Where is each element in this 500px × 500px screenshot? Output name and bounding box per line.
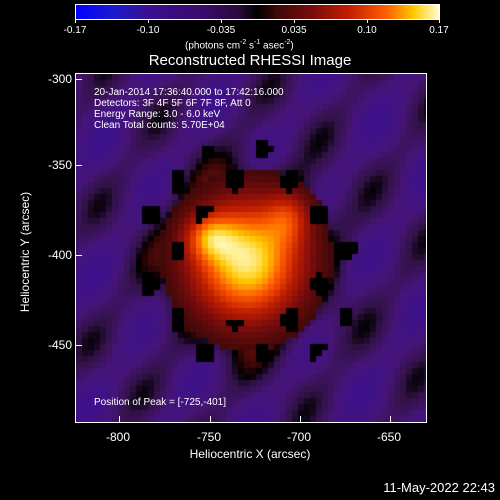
peak-position-label: Position of Peak = [-725,-401] xyxy=(94,397,227,408)
colorbar xyxy=(75,4,440,20)
colorbar-tick-label: 0.035 xyxy=(281,25,307,36)
date-stamp: 11-May-2022 22:43 xyxy=(383,480,495,495)
image-title: Reconstructed RHESSI Image xyxy=(148,52,352,69)
x-tick xyxy=(390,416,391,422)
x-tick-label: -700 xyxy=(286,430,312,444)
x-tick xyxy=(300,416,301,422)
y-tick xyxy=(76,165,82,166)
colorbar-tick-label: 0.17 xyxy=(429,25,449,36)
colorbar-tick-label: -0.10 xyxy=(136,25,160,36)
colorbar-tick-label: -0.17 xyxy=(63,25,87,36)
colorbar-tick xyxy=(367,19,368,23)
colorbar-tick xyxy=(294,19,295,23)
y-axis-label: Heliocentric Y (arcsec) xyxy=(18,191,32,313)
colorbar-tick xyxy=(75,19,76,23)
x-tick xyxy=(210,416,211,422)
rhessi-image-heatmap xyxy=(76,74,426,422)
x-tick-label: -750 xyxy=(196,430,222,444)
x-tick-label: -650 xyxy=(376,430,402,444)
y-tick-label: -450 xyxy=(47,338,72,352)
y-tick xyxy=(76,345,82,346)
colorbar-tick-label: -0.035 xyxy=(206,25,236,36)
colorbar-tick xyxy=(439,19,440,23)
y-tick xyxy=(76,79,82,80)
colorbar-units: (photons cm-2 s-1 asec-2) xyxy=(185,39,294,52)
info-time-range: 20-Jan-2014 17:36:40.000 to 17:42:16.000 xyxy=(94,87,284,98)
info-energy-range: Energy Range: 3.0 - 6.0 keV xyxy=(94,109,221,120)
y-tick-label: -400 xyxy=(47,248,72,262)
info-detectors: Detectors: 3F 4F 5F 6F 7F 8F, Att 0 xyxy=(94,98,251,109)
info-clean-counts: Clean Total counts: 5.70E+04 xyxy=(94,120,225,131)
image-plot-area: 20-Jan-2014 17:36:40.000 to 17:42:16.000… xyxy=(75,73,427,423)
x-axis-label: Heliocentric X (arcsec) xyxy=(189,447,311,461)
colorbar-tick xyxy=(221,19,222,23)
y-tick-label: -300 xyxy=(47,72,72,86)
x-tick xyxy=(119,416,120,422)
x-tick-label: -800 xyxy=(105,430,131,444)
y-tick xyxy=(76,255,82,256)
colorbar-tick-label: 0.10 xyxy=(357,25,377,36)
colorbar-tick xyxy=(148,19,149,23)
y-tick-label: -350 xyxy=(47,158,72,172)
